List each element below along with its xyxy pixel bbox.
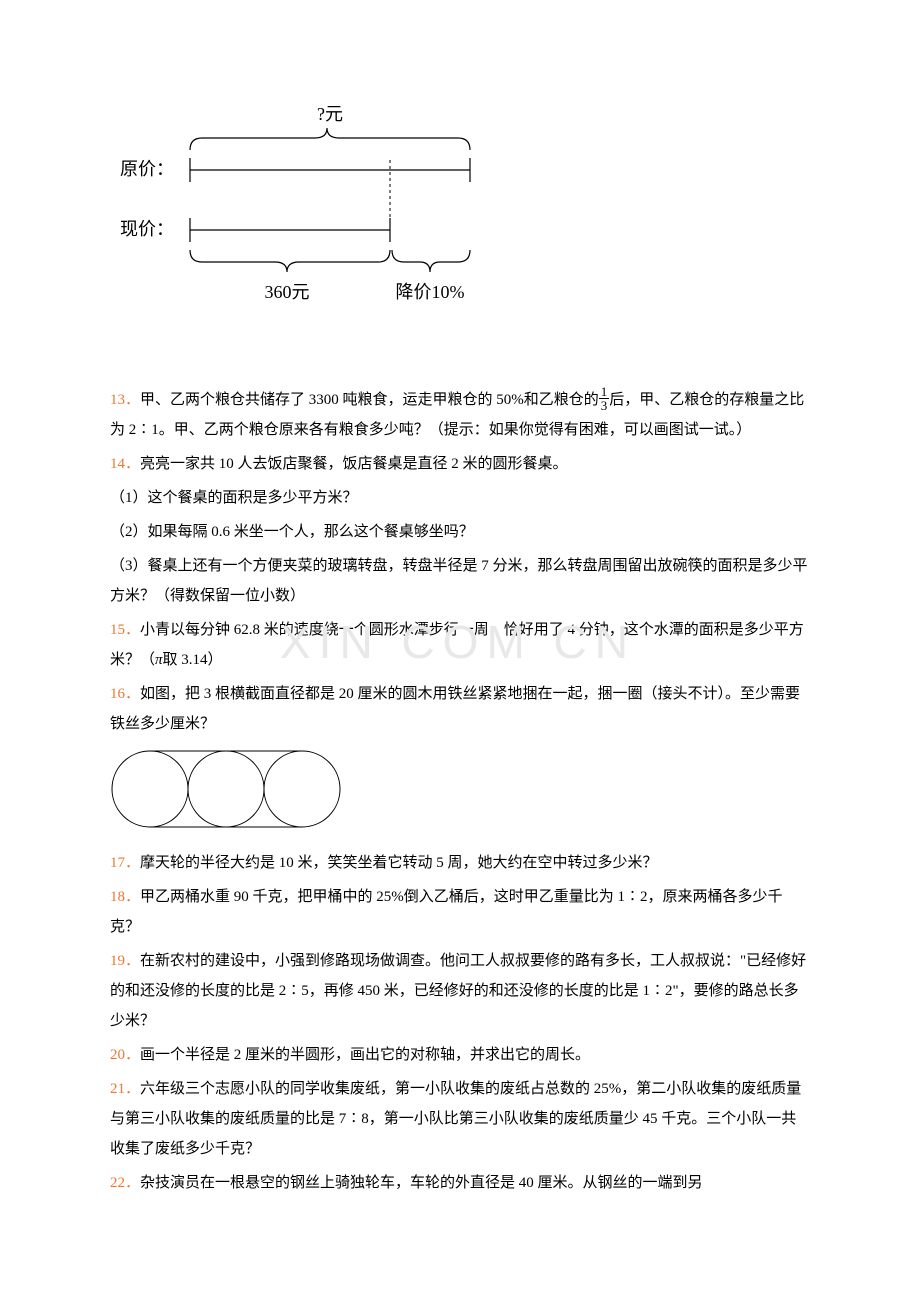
question-text: 亮亮一家共 10 人去饭店聚餐，饭店餐桌是直径 2 米的圆形餐桌。 — [140, 456, 568, 472]
question-number: 20． — [110, 1047, 140, 1063]
question-number: 19． — [110, 953, 140, 969]
brace-top — [190, 128, 470, 150]
question-number: 22． — [110, 1175, 140, 1191]
question-21: 21．六年级三个志愿小队的同学收集废纸，第一小队收集的废纸占总数的 25%，第二… — [110, 1074, 810, 1164]
question-number: 16． — [110, 686, 140, 702]
question-text: 六年级三个志愿小队的同学收集废纸，第一小队收集的废纸占总数的 25%，第二小队收… — [110, 1081, 801, 1157]
question-22: 22．杂技演员在一根悬空的钢丝上骑独轮车，车轮的外直径是 40 厘米。从钢丝的一… — [110, 1168, 810, 1198]
question-text: 甲、乙两个粮仓共储存了 3300 吨粮食，运走甲粮仓的 50%和乙粮仓的 — [140, 392, 599, 408]
price-diagram: ?元 原价： 现价： 360元 降价10% — [110, 100, 810, 335]
question-16: 16．如图，把 3 根横截面直径都是 20 厘米的圆木用铁丝紧紧地捆在一起，捆一… — [110, 679, 810, 739]
question-text: 摩天轮的半径大约是 10 米，笑笑坐着它转动 5 周，她大约在空中转过多少米？ — [140, 855, 658, 871]
pi-symbol: π — [155, 652, 163, 668]
question-number: 17． — [110, 855, 140, 871]
diagram-label-top: ?元 — [317, 104, 343, 124]
circle-1 — [112, 751, 188, 827]
question-20: 20．画一个半径是 2 厘米的半圆形，画出它的对称轴，并求出它的周长。 — [110, 1040, 810, 1070]
question-number: 18． — [110, 889, 140, 905]
question-text: 在新农村的建设中，小强到修路现场做调查。他问工人叔叔要修的路有多长，工人叔叔说：… — [110, 953, 806, 1029]
question-number: 21． — [110, 1081, 140, 1097]
diagram-label-xianjia: 现价： — [120, 219, 174, 239]
diagram-label-yuanjia: 原价： — [120, 159, 174, 179]
question-number: 14． — [110, 456, 140, 472]
question-18: 18．甲乙两桶水重 90 千克，把甲桶中的 25%倒入乙桶后，这时甲乙重量比为 … — [110, 882, 810, 942]
bracket-xianjia — [190, 218, 390, 242]
question-text-cont: 取 3.14） — [163, 652, 223, 668]
bracket-yuanjia — [190, 158, 470, 182]
question-text: 如图，把 3 根横截面直径都是 20 厘米的圆木用铁丝紧紧地捆在一起，捆一圈（接… — [110, 686, 800, 732]
question-19: 19．在新农村的建设中，小强到修路现场做调查。他问工人叔叔要修的路有多长，工人叔… — [110, 946, 810, 1036]
question-14: 14．亮亮一家共 10 人去饭店聚餐，饭店餐桌是直径 2 米的圆形餐桌。 — [110, 449, 810, 479]
question-text: 甲乙两桶水重 90 千克，把甲桶中的 25%倒入乙桶后，这时甲乙重量比为 1∶2… — [110, 889, 783, 935]
circle-3 — [264, 751, 340, 827]
diagram-label-discount: 降价10% — [396, 282, 465, 302]
question-14-sub1: （1）这个餐桌的面积是多少平方米？ — [110, 483, 810, 513]
circle-2 — [188, 751, 264, 827]
question-15: 15．小青以每分钟 62.8 米的速度绕一个圆形水潭步行一周，恰好用了 4 分钟… — [110, 615, 810, 675]
three-circles-diagram — [110, 749, 810, 834]
question-14-sub2: （2）如果每隔 0.6 米坐一个人，那么这个餐桌够坐吗？ — [110, 517, 810, 547]
question-number: 13． — [110, 392, 140, 408]
brace-bottom-right — [392, 250, 470, 272]
question-text: 画一个半径是 2 厘米的半圆形，画出它的对称轴，并求出它的周长。 — [140, 1047, 590, 1063]
diagram-label-360: 360元 — [265, 282, 310, 302]
question-17: 17．摩天轮的半径大约是 10 米，笑笑坐着它转动 5 周，她大约在空中转过多少… — [110, 848, 810, 878]
fraction-1-3: 13 — [599, 385, 610, 412]
question-number: 15． — [110, 622, 140, 638]
brace-bottom-left — [190, 250, 390, 272]
question-text: 杂技演员在一根悬空的钢丝上骑独轮车，车轮的外直径是 40 厘米。从钢丝的一端到另 — [140, 1175, 703, 1191]
question-14-sub3: （3）餐桌上还有一个方便夹菜的玻璃转盘，转盘半径是 7 分米，那么转盘周围留出放… — [110, 551, 810, 611]
question-13: 13．甲、乙两个粮仓共储存了 3300 吨粮食，运走甲粮仓的 50%和乙粮仓的1… — [110, 385, 810, 445]
